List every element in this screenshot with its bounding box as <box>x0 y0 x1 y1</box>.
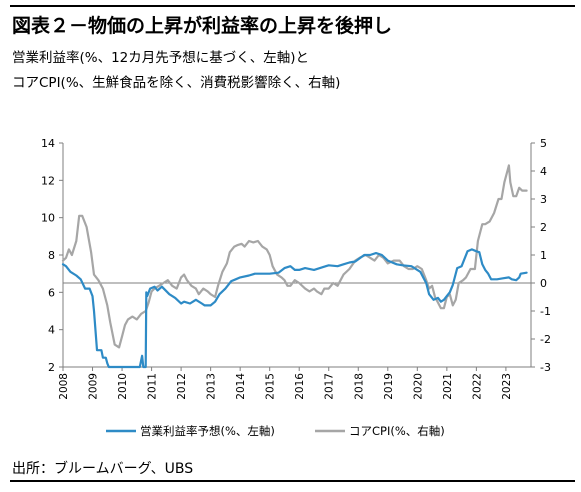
page-title: 図表２－物価の上昇が利益率の上昇を後押し <box>12 15 393 37</box>
right-tick-label: 4 <box>540 165 547 178</box>
x-tick-label: 2011 <box>147 373 159 400</box>
right-tick-label: -2 <box>540 333 551 346</box>
x-tick-label: 2022 <box>471 373 483 400</box>
right-tick-label: 2 <box>540 221 547 234</box>
series-line-core-cpi <box>61 164 528 349</box>
x-tick-label: 2012 <box>176 373 188 400</box>
x-tick-label: 2008 <box>58 373 70 400</box>
chart-series <box>61 164 528 369</box>
left-tick-label: 14 <box>41 137 55 150</box>
x-tick-label: 2009 <box>88 373 100 400</box>
left-tick-label: 2 <box>48 361 55 374</box>
left-tick-label: 4 <box>48 324 55 337</box>
chart-subtitle-line2: コアCPI(%、生鮮食品を除く、消費税影響除く、右軸) <box>12 75 341 91</box>
chart-subtitle-line1: 営業利益率(%、12カ月先予想に基づく、左軸)と <box>12 50 310 66</box>
right-tick-label: 3 <box>540 193 547 206</box>
right-tick-label: 5 <box>540 137 547 150</box>
right-tick-label: 1 <box>540 249 547 262</box>
x-tick-label: 2019 <box>383 373 395 400</box>
legend-label: コアCPI(%、右軸) <box>349 424 445 438</box>
left-tick-label: 6 <box>48 286 55 299</box>
x-tick-label: 2016 <box>294 373 306 400</box>
x-tick-label: 2020 <box>412 373 424 400</box>
bottom-rule <box>10 480 575 482</box>
left-tick-label: 10 <box>41 212 55 225</box>
right-tick-label: 0 <box>540 277 547 290</box>
x-tick-label: 2015 <box>265 373 277 400</box>
x-tick-label: 2010 <box>117 373 129 400</box>
top-rule <box>10 5 575 7</box>
x-tick-label: 2021 <box>442 373 454 400</box>
left-tick-label: 8 <box>48 249 55 262</box>
series-line-operating-margin <box>61 248 528 369</box>
legend-label: 営業利益率予想(%、左軸) <box>140 424 275 438</box>
left-tick-label: 12 <box>41 174 55 187</box>
chart-legend: 営業利益率予想(%、左軸) コアCPI(%、右軸) <box>106 424 445 438</box>
source-note: 出所：ブルームバーグ、UBS <box>12 461 194 477</box>
right-tick-label: -1 <box>540 305 551 318</box>
x-tick-label: 2017 <box>324 373 336 400</box>
right-tick-label: -3 <box>540 361 551 374</box>
x-tick-label: 2023 <box>501 373 513 400</box>
x-tick-label: 2013 <box>206 373 218 400</box>
x-tick-label: 2018 <box>353 373 365 400</box>
x-tick-label: 2014 <box>235 373 247 400</box>
